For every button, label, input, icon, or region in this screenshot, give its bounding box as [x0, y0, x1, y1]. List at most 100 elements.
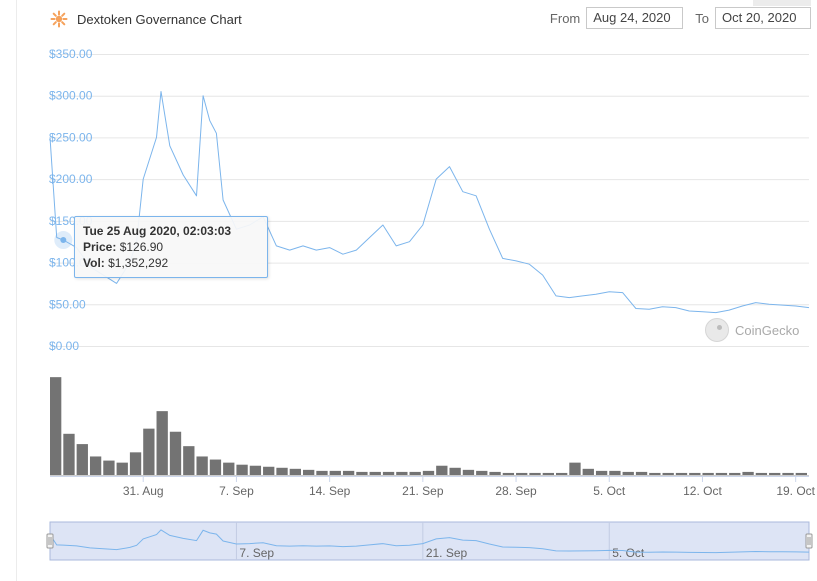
volume-bar: [249, 465, 262, 475]
navigator-handle-right[interactable]: [805, 533, 813, 549]
to-label: To: [695, 10, 709, 26]
volume-bar: [196, 456, 208, 475]
volume-bar: [595, 470, 608, 475]
y-tick-label: $250.00: [49, 130, 93, 144]
volume-bar: [382, 471, 395, 475]
volume-bar: [422, 470, 435, 475]
volume-bar: [582, 468, 594, 475]
volume-bar: [169, 431, 182, 475]
navigator-label: 7. Sep: [239, 546, 274, 560]
volume-bar: [649, 472, 661, 475]
volume-bar: [675, 472, 688, 475]
x-tick-label: 31. Aug: [123, 484, 164, 498]
volume-bar: [369, 471, 381, 475]
tooltip-vol-label: Vol:: [83, 256, 105, 270]
x-tick-label: 28. Sep: [495, 484, 537, 498]
tooltip-price-label: Price:: [83, 240, 117, 254]
volume-bar: [156, 411, 168, 475]
date-range-selector: From Aug 24, 2020 To Oct 20, 2020: [550, 7, 817, 29]
from-label: From: [549, 10, 581, 26]
volume-bar: [662, 472, 674, 475]
volume-bar: [502, 472, 515, 475]
price-tooltip: Tue 25 Aug 2020, 02:03:03 Price: $126.90…: [74, 216, 268, 278]
volume-bar: [289, 468, 301, 475]
volume-bar: [303, 469, 315, 475]
coingecko-logo-icon: [705, 318, 729, 342]
volume-bar: [63, 433, 75, 475]
y-tick-label: $200.00: [49, 172, 93, 186]
volume-bar: [729, 472, 741, 475]
volume-bar: [742, 471, 754, 475]
volume-bar: [342, 470, 355, 475]
volume-bar: [489, 471, 501, 475]
volume-bar: [396, 471, 408, 475]
tooltip-date: Tue 25 Aug 2020, 02:03:03: [83, 224, 232, 238]
to-date-input[interactable]: Oct 20, 2020: [715, 7, 811, 29]
volume-bar: [795, 472, 807, 475]
volume-bar: [276, 467, 288, 475]
y-tick-label: $350.00: [49, 47, 93, 61]
x-tick-label: 7. Sep: [219, 484, 254, 498]
volume-bar: [569, 462, 581, 475]
hover-marker: [60, 237, 67, 244]
volume-bar: [143, 428, 155, 475]
x-tick-label: 12. Oct: [683, 484, 722, 498]
volume-bar: [50, 377, 62, 475]
volume-bar: [103, 460, 115, 475]
volume-bar: [476, 470, 488, 475]
chart-title: Dextoken Governance Chart: [77, 11, 242, 27]
from-date-input[interactable]: Aug 24, 2020: [586, 7, 684, 29]
x-tick-label: 19. Oct: [776, 484, 815, 498]
volume-bar: [769, 472, 781, 475]
volume-bar: [689, 472, 701, 475]
page-left-border: [16, 0, 17, 581]
price-series: [49, 91, 810, 314]
volume-bar: [556, 472, 568, 475]
volume-bar: [702, 472, 714, 475]
volume-bar: [89, 456, 102, 475]
y-tick-label: $300.00: [49, 89, 93, 103]
volume-bar: [329, 470, 341, 475]
price-line: [49, 91, 810, 314]
y-tick-label: $0.00: [49, 339, 79, 353]
x-tick-label: 14. Sep: [309, 484, 351, 498]
volume-bar: [356, 471, 368, 475]
volume-bar: [715, 472, 728, 475]
volume-bar: [755, 472, 768, 475]
coingecko-watermark: CoinGecko: [705, 318, 799, 342]
volume-bar: [223, 462, 235, 475]
volume-bar: [409, 471, 421, 475]
volume-bar: [316, 470, 328, 475]
chart-header: Dextoken Governance Chart: [50, 10, 242, 28]
volume-bar: [263, 466, 275, 475]
x-tick-label: 21. Sep: [402, 484, 444, 498]
volume-bars: [50, 377, 809, 476]
navigator[interactable]: 7. Sep 21. Sep 5. Oct: [46, 521, 813, 561]
volume-bar: [209, 459, 222, 475]
tooltip-price-row: Price: $126.90: [83, 239, 267, 255]
navigator-label: 21. Sep: [426, 546, 468, 560]
tooltip-price-value: $126.90: [119, 240, 164, 254]
volume-bar: [449, 467, 461, 475]
volume-bar: [516, 472, 528, 475]
navigator-label: 5. Oct: [612, 546, 645, 560]
x-tick-label: 5. Oct: [593, 484, 626, 498]
top-tab-strip: [753, 0, 811, 6]
volume-bar: [782, 472, 794, 475]
volume-bar: [542, 472, 554, 475]
date-x-axis: 31. Aug 7. Sep 14. Sep 21. Sep 28. Sep 5. Oct…: [50, 476, 816, 498]
navigator-handle-left[interactable]: [46, 533, 54, 549]
volume-bar: [529, 472, 541, 475]
dextoken-logo-icon: [50, 10, 68, 28]
volume-bar: [622, 471, 634, 475]
volume-bar: [183, 446, 195, 475]
watermark-text: CoinGecko: [735, 322, 800, 338]
volume-bar: [436, 465, 448, 475]
tooltip-vol-row: Vol: $1,352,292: [83, 255, 267, 271]
price-y-axis: $0.00$50.00$100.00$150.00$200.00$250.00$…: [49, 47, 93, 353]
navigator-series: [49, 529, 810, 554]
volume-bar: [609, 470, 621, 475]
volume-bar: [462, 469, 475, 475]
volume-bar: [116, 462, 128, 475]
